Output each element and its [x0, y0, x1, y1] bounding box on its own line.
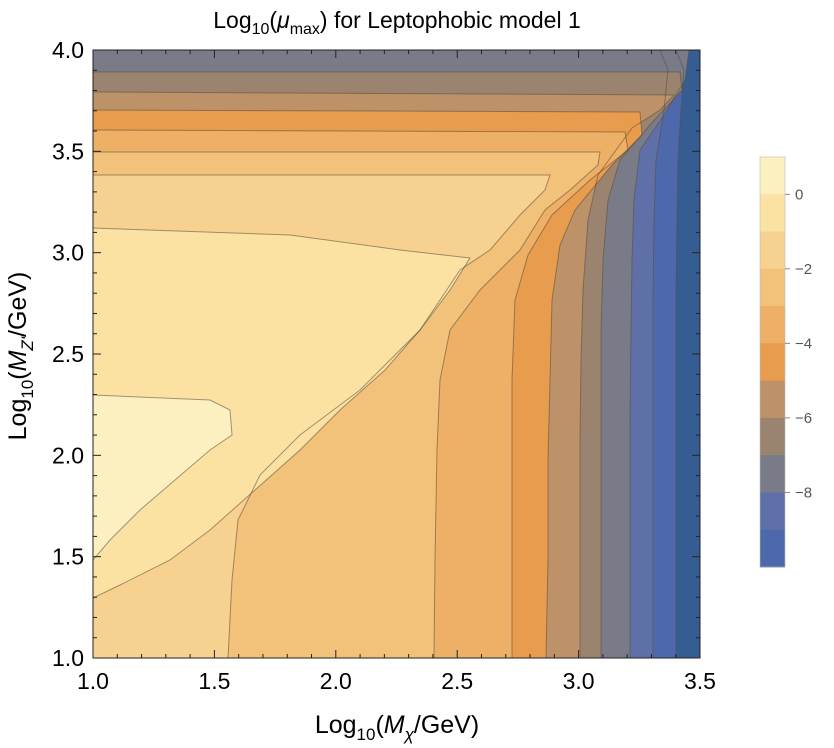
- colorbar-segment: [760, 157, 785, 195]
- x-tick-label: 3.5: [684, 668, 716, 694]
- colorbar-segment: [760, 268, 785, 307]
- colorbar-segment: [760, 231, 785, 270]
- x-tick-label: 1.5: [198, 668, 230, 694]
- colorbar-segment: [760, 455, 785, 493]
- colorbar-segment: [760, 306, 785, 344]
- band-level-plus1: [93, 395, 232, 560]
- y-tick-label: 3.0: [52, 240, 84, 266]
- colorbar-segment: [760, 417, 785, 456]
- x-tick-labels: 1.0 1.5 2.0 2.5 3.0 3.5: [77, 668, 716, 694]
- axis-ticks: [92, 49, 701, 659]
- y-tick-label: 2.0: [52, 442, 84, 468]
- y-axis-label: Log10(MZ'/GeV): [4, 272, 37, 441]
- contour-lines: [93, 50, 690, 658]
- x-axis-label: Log10(Mχ/GeV): [315, 711, 479, 744]
- y-tick-label: 1.5: [52, 544, 84, 570]
- x-tick-label: 3.0: [563, 668, 595, 694]
- colorbar-tick-label: −8: [795, 484, 812, 501]
- colorbar: [759, 156, 786, 568]
- x-tick-label: 1.0: [77, 668, 109, 694]
- y-tick-label: 3.5: [52, 138, 84, 164]
- contour-plot-area: [93, 50, 700, 658]
- y-tick-label: 4.0: [52, 37, 84, 63]
- colorbar-frame: [759, 156, 786, 568]
- colorbar-tick-label: −4: [795, 335, 812, 352]
- colorbar-tick-label: 0: [795, 186, 803, 203]
- colorbar-tick-label: −6: [795, 410, 812, 427]
- x-tick-label: 2.0: [320, 668, 352, 694]
- colorbar-tick-labels: 0 −2 −4 −6 −8: [785, 186, 812, 501]
- y-tick-labels: 1.0 1.5 2.0 2.5 3.0 3.5 4.0: [52, 37, 84, 671]
- x-tick-label: 2.5: [441, 668, 473, 694]
- colorbar-segment: [760, 380, 785, 419]
- colorbar-segment: [760, 529, 785, 568]
- y-tick-label: 1.0: [52, 645, 84, 671]
- y-tick-label: 2.5: [52, 341, 84, 367]
- colorbar-tick-label: −2: [795, 261, 812, 278]
- band-level-0: [93, 228, 470, 598]
- colorbar-segment: [760, 343, 785, 382]
- colorbar-segment: [760, 492, 785, 531]
- colorbar-segment: [760, 194, 785, 233]
- chart-title: Log10(μmax) for Leptophobic model 1: [213, 7, 581, 38]
